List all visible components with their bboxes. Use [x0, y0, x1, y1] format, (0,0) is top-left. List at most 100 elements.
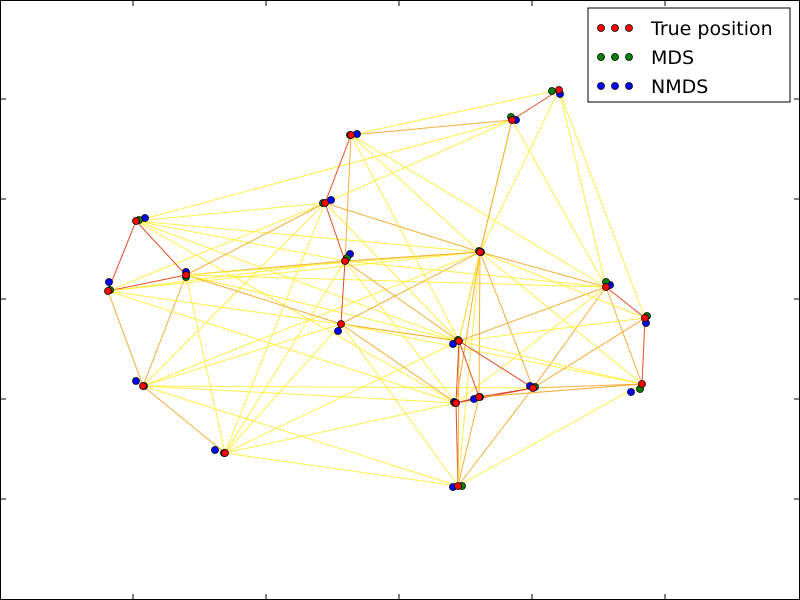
link-line — [135, 220, 481, 253]
link-line — [185, 274, 226, 454]
point-true-position — [139, 382, 147, 390]
point-nmds — [132, 377, 140, 385]
point-true-position — [452, 399, 460, 407]
point-true-position — [475, 393, 483, 401]
links-layer — [107, 89, 646, 487]
link-line — [107, 220, 137, 292]
link-line — [135, 220, 346, 262]
link-line — [340, 323, 643, 385]
link-line — [135, 220, 457, 404]
points-layer — [104, 86, 651, 491]
legend-label: MDS — [651, 47, 694, 69]
link-line — [324, 202, 481, 253]
link-line — [605, 286, 646, 319]
link-line — [185, 202, 326, 276]
link-line — [142, 274, 187, 387]
point-true-position — [454, 482, 462, 490]
point-nmds — [211, 446, 219, 454]
link-line — [142, 385, 534, 389]
point-true-position — [602, 283, 610, 291]
link-line — [107, 251, 481, 292]
link-line — [107, 290, 144, 387]
point-true-position — [455, 337, 463, 345]
link-line — [479, 251, 646, 319]
link-line — [142, 385, 457, 404]
link-line — [605, 286, 643, 385]
legend-marker — [625, 82, 633, 90]
link-line — [185, 274, 607, 288]
link-line — [479, 251, 607, 288]
link-line — [135, 220, 187, 276]
legend-marker — [625, 24, 633, 32]
legend-marker — [625, 53, 633, 61]
point-true-position — [347, 131, 355, 139]
link-line — [340, 323, 460, 342]
link-line — [324, 134, 352, 204]
link-line — [344, 251, 481, 262]
link-line — [135, 202, 326, 222]
point-nmds — [105, 278, 113, 286]
link-line — [458, 340, 480, 398]
legend-box — [587, 7, 791, 103]
link-line — [478, 387, 534, 398]
point-nmds — [334, 327, 342, 335]
link-line — [340, 323, 457, 404]
legend-label: True position — [650, 18, 773, 40]
link-line — [458, 286, 607, 342]
link-line — [350, 89, 560, 136]
point-nmds — [327, 196, 335, 204]
legend-items: True position MDS NMDS — [597, 18, 773, 98]
legend-label: NMDS — [651, 76, 708, 98]
link-line — [324, 119, 513, 204]
point-mds — [548, 87, 556, 95]
link-line — [641, 317, 646, 385]
link-line — [340, 251, 481, 325]
link-line — [511, 119, 607, 288]
point-true-position — [341, 257, 349, 265]
link-line — [135, 220, 460, 342]
link-line — [224, 202, 326, 454]
link-line — [224, 260, 346, 454]
link-line — [558, 89, 646, 319]
link-line — [142, 202, 326, 387]
link-line — [457, 387, 534, 487]
link-line — [457, 383, 643, 487]
point-true-position — [182, 271, 190, 279]
link-line — [344, 134, 352, 262]
link-line — [324, 202, 346, 262]
link-line — [478, 383, 643, 398]
link-line — [185, 274, 342, 325]
link-line — [107, 290, 457, 404]
legend: True position MDS NMDS — [587, 7, 791, 103]
link-line — [340, 260, 346, 325]
link-line — [532, 317, 646, 389]
point-true-position — [321, 199, 329, 207]
link-line — [324, 202, 460, 342]
link-line — [458, 317, 646, 342]
link-line — [479, 119, 513, 253]
link-line — [478, 251, 481, 398]
legend-marker — [597, 24, 605, 32]
link-line — [457, 340, 460, 487]
legend-marker — [611, 82, 619, 90]
point-nmds — [449, 340, 457, 348]
link-line — [479, 89, 560, 253]
legend-marker — [597, 82, 605, 90]
link-line — [558, 89, 607, 288]
link-line — [458, 340, 534, 389]
point-true-position — [476, 248, 484, 256]
link-line — [142, 323, 342, 387]
point-true-position — [555, 86, 563, 94]
legend-marker — [611, 24, 619, 32]
point-true-position — [638, 380, 646, 388]
link-line — [135, 119, 513, 222]
link-line — [350, 119, 513, 136]
link-line — [344, 260, 457, 404]
link-line — [142, 385, 459, 487]
link-line — [511, 89, 560, 121]
link-line — [344, 260, 460, 342]
y-ticks — [0, 98, 800, 500]
link-line — [455, 286, 607, 404]
link-line — [457, 396, 480, 487]
